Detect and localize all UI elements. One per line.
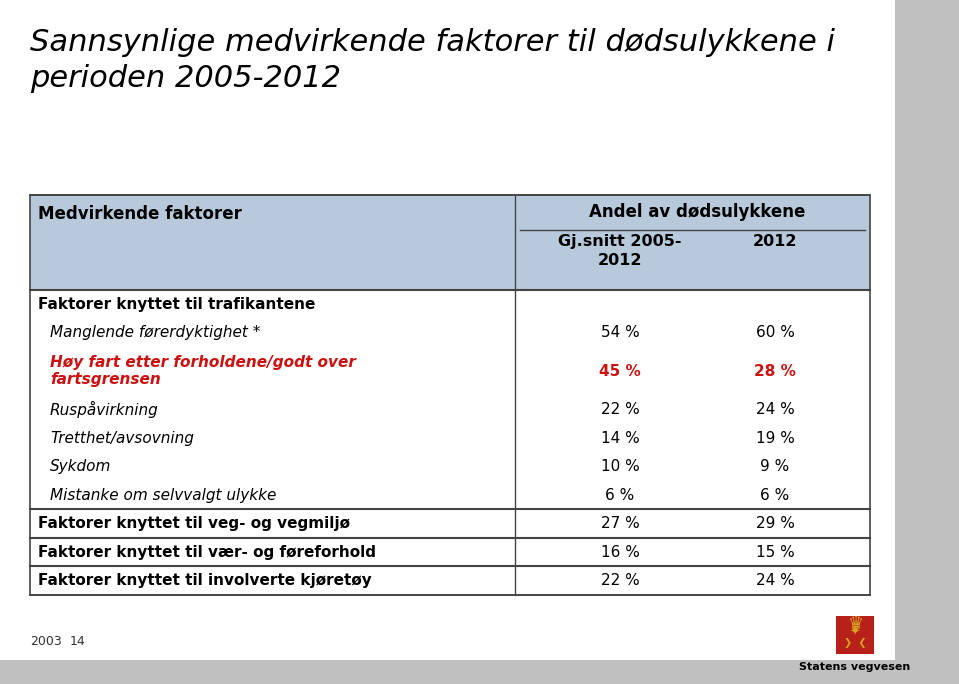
Text: 2012: 2012 — [753, 234, 797, 249]
Text: Mistanke om selvvalgt ulykke: Mistanke om selvvalgt ulykke — [50, 488, 276, 503]
Bar — [30, 510, 870, 538]
Text: 60 %: 60 % — [756, 326, 794, 340]
Text: 15 %: 15 % — [756, 544, 794, 560]
Text: 27 %: 27 % — [600, 516, 640, 531]
Text: 54 %: 54 % — [600, 326, 640, 340]
Bar — [836, 616, 874, 654]
Text: Tretthet/avsovning: Tretthet/avsovning — [50, 431, 194, 446]
Text: Faktorer knyttet til veg- og vegmiljø: Faktorer knyttet til veg- og vegmiljø — [38, 516, 350, 531]
Text: Sykdom: Sykdom — [50, 459, 111, 474]
Text: Ruspåvirkning: Ruspåvirkning — [50, 402, 159, 418]
Text: 6 %: 6 % — [760, 488, 789, 503]
Text: ♛: ♛ — [847, 615, 863, 633]
Text: 14: 14 — [70, 635, 85, 648]
Text: 14 %: 14 % — [600, 431, 640, 446]
Text: 24 %: 24 % — [756, 573, 794, 588]
Bar — [30, 538, 870, 566]
Text: 29 %: 29 % — [756, 516, 794, 531]
Bar — [30, 195, 870, 595]
Text: 28 %: 28 % — [754, 364, 796, 379]
Text: 2003: 2003 — [30, 635, 61, 648]
Bar — [30, 453, 870, 481]
Bar — [30, 347, 870, 395]
Bar — [30, 395, 870, 424]
Bar — [30, 319, 870, 347]
Text: Høy fart etter forholdene/godt over
fartsgrensen: Høy fart etter forholdene/godt over fart… — [50, 355, 356, 387]
Text: Faktorer knyttet til trafikantene: Faktorer knyttet til trafikantene — [38, 297, 316, 312]
Bar — [30, 481, 870, 510]
Text: Faktorer knyttet til vær- og føreforhold: Faktorer knyttet til vær- og føreforhold — [38, 544, 376, 560]
Text: Statens vegvesen: Statens vegvesen — [800, 662, 911, 672]
Bar — [30, 195, 870, 290]
Bar — [30, 290, 870, 319]
Bar — [30, 424, 870, 453]
Text: Medvirkende faktorer: Medvirkende faktorer — [38, 205, 242, 223]
Text: 16 %: 16 % — [600, 544, 640, 560]
Text: Faktorer knyttet til involverte kjøretøy: Faktorer knyttet til involverte kjøretøy — [38, 573, 372, 588]
Text: ❯  ❮: ❯ ❮ — [844, 638, 866, 648]
Text: 9 %: 9 % — [760, 459, 789, 474]
Text: 19 %: 19 % — [756, 431, 794, 446]
Text: 6 %: 6 % — [605, 488, 635, 503]
Text: ✦: ✦ — [850, 625, 860, 638]
Text: 10 %: 10 % — [600, 459, 640, 474]
Text: 22 %: 22 % — [600, 402, 640, 417]
Text: Sannsynlige medvirkende faktorer til dødsulykkene i
perioden 2005-2012: Sannsynlige medvirkende faktorer til død… — [30, 28, 835, 93]
Text: 22 %: 22 % — [600, 573, 640, 588]
Text: Gj.snitt 2005-
2012: Gj.snitt 2005- 2012 — [558, 234, 682, 267]
Text: Andel av dødsulykkene: Andel av dødsulykkene — [590, 203, 806, 221]
Text: Manglende førerdyktighet *: Manglende førerdyktighet * — [50, 326, 261, 340]
Bar — [30, 566, 870, 595]
Text: 24 %: 24 % — [756, 402, 794, 417]
Text: 45 %: 45 % — [599, 364, 641, 379]
